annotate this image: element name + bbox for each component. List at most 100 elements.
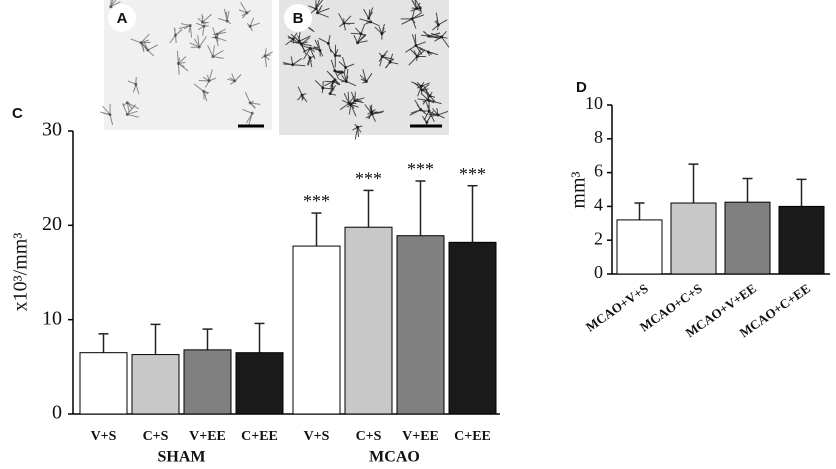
bar <box>616 219 663 275</box>
group-label: SHAM <box>158 449 206 466</box>
cell-body <box>215 32 219 36</box>
cell-body <box>108 113 112 117</box>
cell-body <box>344 65 348 69</box>
cell-body <box>321 86 325 90</box>
x-tick-label: C+S <box>143 429 169 444</box>
cell-body <box>202 24 206 28</box>
y-tick-label: 6 <box>594 161 603 181</box>
bar <box>292 245 341 415</box>
cell-body <box>419 84 423 88</box>
cell <box>176 50 189 75</box>
cell <box>312 39 324 57</box>
bar <box>79 352 128 415</box>
cell <box>285 32 298 46</box>
cell <box>420 85 436 105</box>
x-tick-label: C+EE <box>454 429 491 444</box>
cell-body <box>388 60 392 64</box>
cell-body <box>176 61 180 65</box>
cell-body <box>418 6 422 10</box>
cell-body <box>173 33 177 37</box>
bar <box>396 235 445 415</box>
cell <box>318 34 332 53</box>
cell-body <box>245 11 249 15</box>
y-tick-label: 4 <box>594 195 603 215</box>
cell <box>428 107 449 119</box>
cell <box>352 123 363 140</box>
cell-body <box>364 80 368 84</box>
cell <box>350 23 366 36</box>
cell-body <box>415 54 419 58</box>
cell <box>300 44 319 60</box>
bar <box>448 241 497 415</box>
cell-body <box>139 41 143 45</box>
cell-body <box>297 39 301 43</box>
bar <box>183 349 232 415</box>
y-tick-label: 0 <box>594 262 603 282</box>
label-badge <box>108 4 136 32</box>
cell <box>411 81 430 97</box>
cell-body <box>250 111 254 115</box>
cell <box>238 2 251 19</box>
cell <box>405 34 426 55</box>
panel-label: B <box>293 10 304 27</box>
cell-body <box>380 32 384 36</box>
cell <box>282 56 306 67</box>
cell <box>297 86 308 103</box>
cell-body <box>370 110 374 114</box>
cell <box>226 73 242 85</box>
cell <box>324 80 341 88</box>
cell <box>122 103 139 118</box>
cell <box>400 8 425 29</box>
cell-body <box>308 46 312 50</box>
cell <box>242 109 253 126</box>
cell <box>338 56 355 74</box>
bar <box>344 226 393 415</box>
cell-body <box>369 20 373 24</box>
cell-body <box>134 82 138 86</box>
cell <box>130 33 151 53</box>
y-tick-label: 2 <box>594 228 603 248</box>
cell <box>414 82 430 91</box>
cell <box>338 13 355 31</box>
cell <box>408 48 426 66</box>
cell <box>178 23 193 38</box>
cell-body <box>125 112 129 116</box>
cell <box>385 53 399 69</box>
cell <box>196 22 209 36</box>
cell-body <box>146 48 150 52</box>
cell <box>290 31 311 52</box>
cell-body <box>427 99 431 103</box>
cell-body <box>300 93 304 97</box>
cell-body <box>344 79 348 83</box>
x-tick-label: V+S <box>304 429 330 444</box>
cell <box>428 30 450 48</box>
cell <box>193 83 209 102</box>
cell-body <box>315 11 319 15</box>
cell-body <box>380 55 384 59</box>
cell-body <box>328 92 332 96</box>
cell-body <box>109 5 113 9</box>
x-tick-label: C+S <box>356 429 382 444</box>
cell-body <box>291 63 295 67</box>
cell-body <box>291 37 295 41</box>
cell-body <box>248 101 252 105</box>
cell-body <box>427 109 431 113</box>
cell <box>246 17 260 32</box>
cell-body <box>410 17 414 21</box>
cell-body <box>356 125 360 129</box>
y-tick-label: 8 <box>594 127 603 147</box>
cell <box>127 76 140 95</box>
significance: *** <box>355 169 382 189</box>
cell <box>100 103 114 126</box>
y-tick-label: 10 <box>42 307 62 329</box>
cell-body <box>207 79 211 83</box>
cell-body <box>342 21 346 25</box>
panel-label: C <box>12 105 23 122</box>
cell-body <box>426 50 430 54</box>
bar <box>778 205 825 275</box>
cell-body <box>188 24 192 28</box>
significance: *** <box>407 159 434 179</box>
bar <box>724 201 771 275</box>
cell-body <box>214 35 218 39</box>
